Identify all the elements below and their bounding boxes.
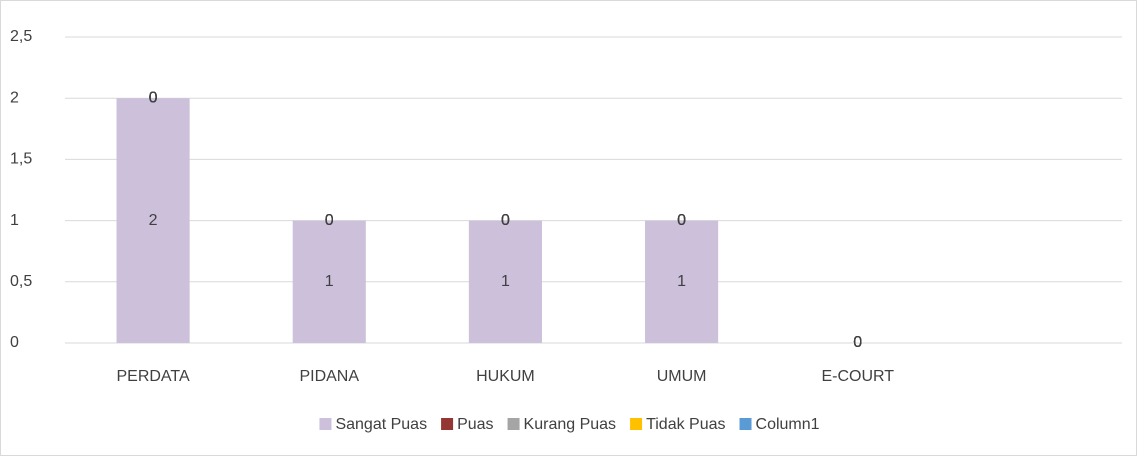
data-label: 0 [677, 212, 686, 229]
x-tick-label: HUKUM [476, 368, 535, 385]
data-label: 0 [501, 212, 510, 229]
data-label: 1 [501, 273, 510, 290]
data-label: 0 [853, 334, 862, 351]
y-tick-label: 0,5 [10, 273, 32, 290]
y-tick-label: 2 [10, 89, 19, 106]
legend-swatch [630, 418, 643, 430]
data-label: 0 [677, 212, 686, 229]
legend-swatch [507, 418, 520, 430]
data-label: 0 [853, 334, 862, 351]
data-label: 0 [325, 212, 334, 229]
data-label: 0 [853, 334, 862, 351]
data-label: 0 [149, 89, 158, 106]
legend-label: Tidak Puas [646, 416, 725, 433]
y-tick-label: 1,5 [10, 151, 32, 168]
x-tick-label: UMUM [657, 368, 707, 385]
data-label: 0 [325, 212, 334, 229]
y-tick-label: 1 [10, 212, 19, 229]
data-label: 0 [501, 212, 510, 229]
data-label: 0 [677, 212, 686, 229]
data-label: 2 [149, 212, 158, 229]
data-label: 0 [501, 212, 510, 229]
legend-swatch [441, 418, 454, 430]
data-label: 1 [325, 273, 334, 290]
data-label: 0 [325, 212, 334, 229]
legend-swatch [739, 418, 752, 430]
legend-label: Kurang Puas [524, 416, 617, 433]
legend-label: Sangat Puas [335, 416, 427, 433]
data-label: 0 [149, 89, 158, 106]
data-label: 0 [677, 212, 686, 229]
legend-label: Puas [457, 416, 493, 433]
legend-label: Column1 [756, 416, 820, 433]
bar-segment [645, 220, 719, 343]
bar-segment [292, 220, 366, 343]
bar-segment [116, 98, 190, 343]
bar-segment [468, 220, 542, 343]
data-label: 0 [149, 89, 158, 106]
data-label: 0 [853, 334, 862, 351]
data-label: 1 [677, 273, 686, 290]
x-tick-label: PERDATA [116, 368, 190, 385]
x-tick-label: PIDANA [299, 368, 359, 385]
data-label: 0 [325, 212, 334, 229]
y-tick-label: 2,5 [10, 28, 32, 45]
y-tick-label: 0 [10, 334, 19, 351]
x-tick-label: E-COURT [821, 368, 894, 385]
data-label: 0 [853, 334, 862, 351]
data-label: 0 [149, 89, 158, 106]
data-label: 0 [501, 212, 510, 229]
legend-swatch [319, 418, 332, 430]
